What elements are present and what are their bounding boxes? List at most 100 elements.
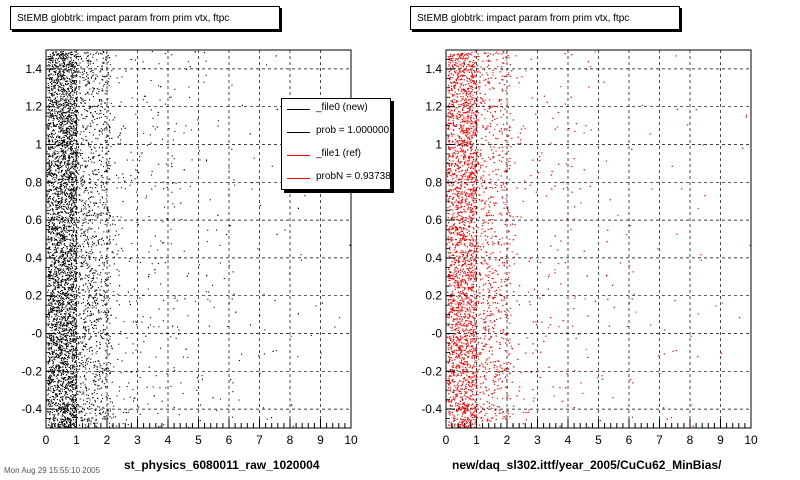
scatter-point <box>118 234 120 236</box>
scatter-point <box>75 165 77 167</box>
scatter-point <box>62 403 64 405</box>
scatter-point <box>85 251 87 253</box>
scatter-point <box>66 391 68 393</box>
scatter-point <box>48 184 50 186</box>
scatter-point <box>83 213 85 215</box>
scatter-point <box>94 300 96 302</box>
scatter-point <box>51 209 53 211</box>
scatter-point <box>60 250 62 252</box>
scatter-point <box>60 51 62 53</box>
scatter-point <box>70 426 72 428</box>
scatter-point <box>71 338 73 340</box>
scatter-point <box>58 212 60 214</box>
scatter-point <box>67 67 69 69</box>
scatter-point <box>95 345 97 347</box>
scatter-point <box>148 366 150 368</box>
scatter-point <box>59 343 61 345</box>
scatter-point <box>151 51 153 53</box>
scatter-point <box>55 353 57 355</box>
scatter-point <box>72 388 74 390</box>
scatter-point <box>88 397 90 399</box>
scatter-point <box>126 337 128 339</box>
scatter-point <box>74 165 76 167</box>
scatter-point <box>54 288 56 290</box>
scatter-point <box>57 207 59 209</box>
scatter-point <box>50 220 52 222</box>
scatter-point <box>78 163 80 165</box>
scatter-point <box>59 403 61 405</box>
scatter-point <box>88 388 90 390</box>
scatter-point <box>49 205 51 207</box>
scatter-point <box>59 89 61 91</box>
scatter-point <box>47 411 49 413</box>
scatter-point <box>154 185 156 187</box>
scatter-point <box>80 155 82 157</box>
scatter-point <box>59 162 61 164</box>
scatter-point <box>65 329 67 331</box>
scatter-point <box>67 174 69 176</box>
scatter-point <box>54 162 56 164</box>
scatter-point <box>112 402 114 404</box>
scatter-point <box>71 345 73 347</box>
scatter-point <box>56 357 58 359</box>
scatter-point <box>52 364 54 366</box>
scatter-point <box>57 404 59 406</box>
scatter-point <box>72 255 74 257</box>
scatter-point <box>54 369 56 371</box>
scatter-point <box>53 339 55 341</box>
scatter-point <box>66 417 68 419</box>
scatter-point <box>163 188 165 190</box>
scatter-point <box>62 151 64 153</box>
scatter-point <box>51 232 53 234</box>
scatter-point <box>78 64 80 66</box>
scatter-point <box>83 73 85 75</box>
scatter-point <box>103 289 105 291</box>
scatter-point <box>113 416 115 418</box>
scatter-point <box>51 254 53 256</box>
scatter-point <box>59 390 61 392</box>
scatter-point <box>62 198 64 200</box>
scatter-point <box>57 187 59 189</box>
scatter-point <box>58 111 60 113</box>
scatter-point <box>74 111 76 113</box>
scatter-point <box>66 253 68 255</box>
scatter-point <box>109 322 111 324</box>
scatter-point <box>72 400 74 402</box>
scatter-point <box>67 107 69 109</box>
scatter-point <box>80 229 82 231</box>
scatter-point <box>66 359 68 361</box>
scatter-point <box>60 392 62 394</box>
scatter-point <box>67 291 69 293</box>
scatter-point <box>76 221 78 223</box>
scatter-point <box>63 381 65 383</box>
scatter-point <box>67 83 69 85</box>
scatter-point <box>64 350 66 352</box>
scatter-point <box>80 353 82 355</box>
scatter-point <box>95 302 97 304</box>
scatter-point <box>49 358 51 360</box>
scatter-point <box>48 86 50 88</box>
scatter-point <box>113 405 115 407</box>
scatter-point <box>59 227 61 229</box>
scatter-point <box>75 374 77 376</box>
scatter-point <box>54 302 56 304</box>
scatter-point <box>73 415 75 417</box>
scatter-point <box>88 307 90 309</box>
scatter-point <box>108 212 110 214</box>
scatter-point <box>205 291 207 293</box>
scatter-point <box>55 164 57 166</box>
scatter-point <box>66 407 68 409</box>
scatter-point <box>73 125 75 127</box>
scatter-point <box>101 367 103 369</box>
scatter-point <box>62 96 64 98</box>
scatter-point <box>251 182 253 184</box>
scatter-point <box>71 247 73 249</box>
scatter-point <box>72 365 74 367</box>
scatter-point <box>71 62 73 64</box>
scatter-point <box>73 181 75 183</box>
scatter-point <box>56 284 58 286</box>
scatter-point <box>109 335 111 337</box>
scatter-point <box>71 136 73 138</box>
scatter-point <box>69 92 71 94</box>
scatter-point <box>55 279 57 281</box>
